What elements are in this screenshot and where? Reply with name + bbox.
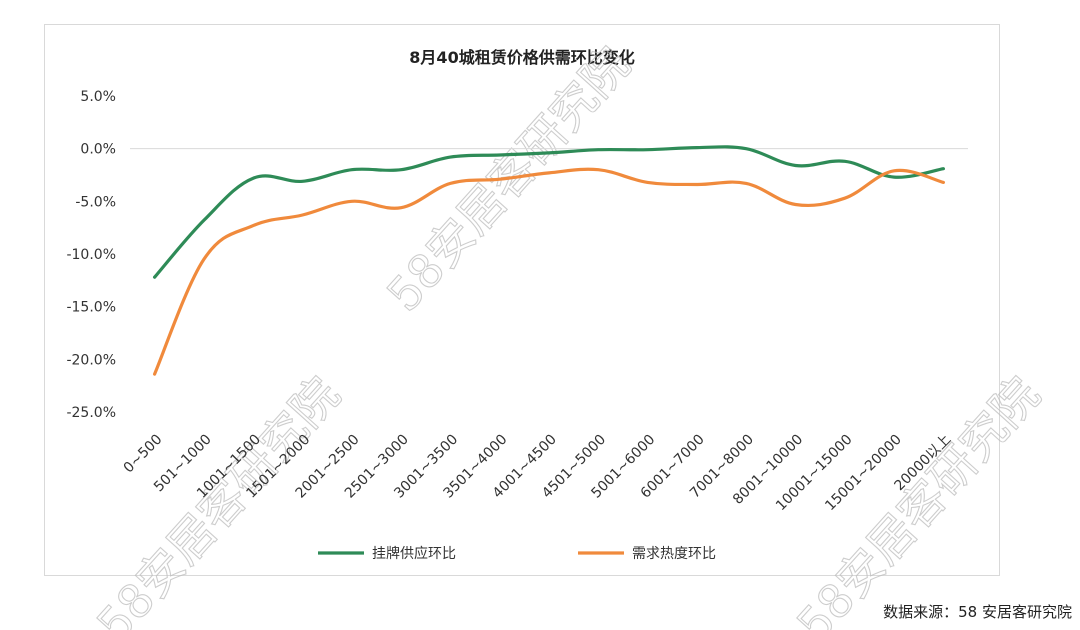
y-tick-label: 0.0% xyxy=(80,142,116,158)
legend: 挂牌供应环比 需求热度环比 xyxy=(318,545,716,562)
y-tick-label: 5.0% xyxy=(80,89,116,105)
y-tick-label: -15.0% xyxy=(66,300,116,316)
x-tick-label: 0~500 xyxy=(121,432,166,477)
y-tick-label: -20.0% xyxy=(66,352,116,368)
legend-label-2: 需求热度环比 xyxy=(632,546,716,562)
y-axis: 5.0% 0.0% -5.0% -10.0% -15.0% -20.0% -25.0% xyxy=(66,89,968,421)
chart-frame xyxy=(44,24,1000,576)
y-tick-label: -25.0% xyxy=(66,405,116,421)
chart-title: 8月40城租赁价格供需环比变化 xyxy=(409,48,634,67)
y-tick-label: -10.0% xyxy=(66,247,116,263)
y-tick-label: -5.0% xyxy=(75,194,116,210)
source-note: 数据来源：58 安居客研究院 xyxy=(883,603,1072,621)
series-line-1 xyxy=(153,145,945,279)
legend-label-1: 挂牌供应环比 xyxy=(372,545,456,562)
series-line-2 xyxy=(153,167,945,376)
series-layer xyxy=(153,145,945,376)
watermark-text: 58安居客研究院 xyxy=(86,367,350,630)
